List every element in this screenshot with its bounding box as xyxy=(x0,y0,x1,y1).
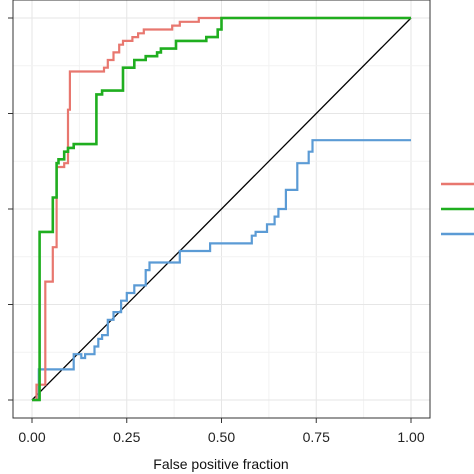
x-tick-label: 0.25 xyxy=(113,429,140,445)
roc-curve-1 xyxy=(32,16,411,402)
x-tick-label: 1.00 xyxy=(397,429,424,445)
x-axis-ticks: 0.00 0.25 0.50 0.75 1.00 xyxy=(18,418,425,445)
roc-curves xyxy=(32,16,411,402)
roc-curve-3 xyxy=(32,139,411,402)
diagonal-reference-line xyxy=(31,17,412,401)
x-tick-label: 0.00 xyxy=(18,429,45,445)
y-axis-ticks xyxy=(8,17,13,401)
roc-curve-2 xyxy=(32,16,411,402)
x-tick-label: 0.75 xyxy=(303,429,330,445)
x-tick-label: 0.50 xyxy=(208,429,235,445)
x-axis-title: False positive fraction xyxy=(153,456,288,472)
legend xyxy=(441,182,474,236)
